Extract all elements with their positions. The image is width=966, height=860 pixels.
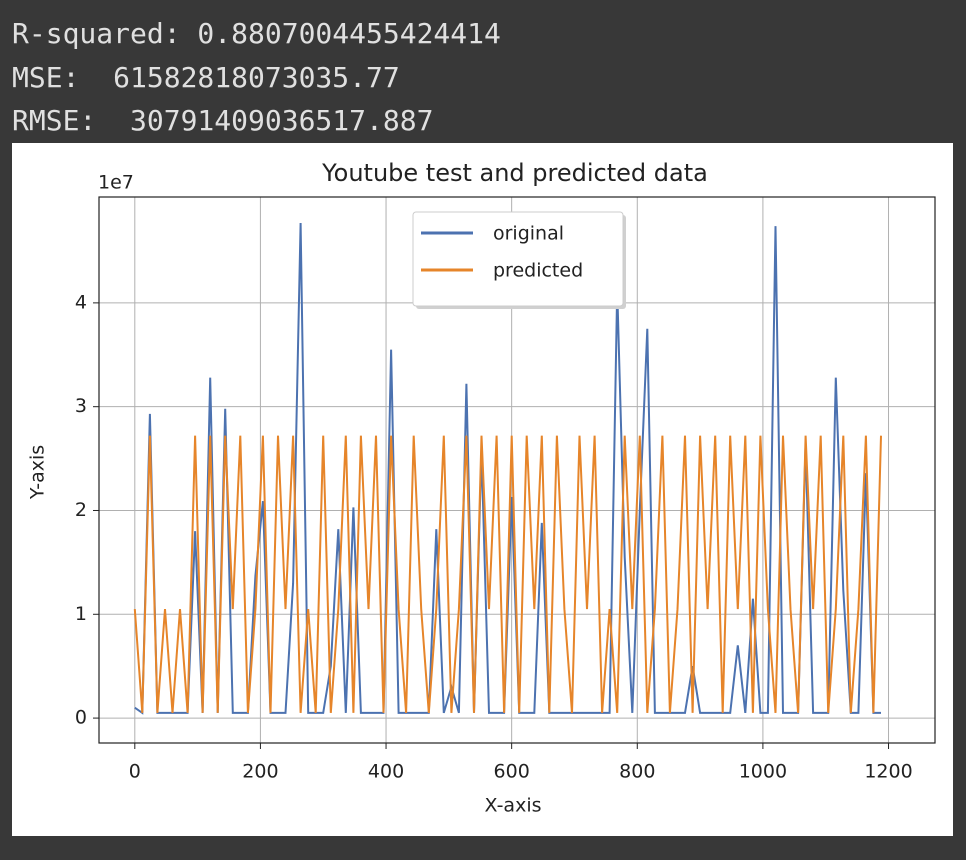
y-tick-label: 0 bbox=[75, 707, 87, 729]
x-tick-label: 200 bbox=[242, 761, 278, 783]
x-tick-label: 0 bbox=[129, 761, 141, 783]
output-line: MSE: 61582818073035.77 bbox=[12, 60, 400, 94]
output-line: RMSE: 30791409036517.887 bbox=[12, 104, 434, 137]
x-tick-label: 1000 bbox=[739, 761, 787, 783]
x-tick-label: 800 bbox=[619, 761, 655, 783]
x-axis-label: X-axis bbox=[485, 795, 542, 817]
y-tick-label: 4 bbox=[75, 291, 87, 313]
y-axis-label: Y-axis bbox=[27, 445, 49, 500]
x-tick-label: 600 bbox=[494, 761, 530, 783]
legend-label: predicted bbox=[493, 260, 583, 282]
y-tick-label: 3 bbox=[75, 395, 87, 417]
chart-title: Youtube test and predicted data bbox=[321, 159, 708, 187]
y-offset-label: 1e7 bbox=[98, 172, 134, 194]
chart: Youtube test and predicted data X-axis Y… bbox=[12, 143, 953, 836]
legend-label: original bbox=[493, 223, 564, 245]
cell-output: R-squared: 0.8807004455424414 MSE: 61582… bbox=[12, 12, 501, 143]
x-tick-label: 400 bbox=[368, 761, 404, 783]
axes-frame bbox=[98, 196, 936, 744]
x-tick-label: 1200 bbox=[864, 761, 912, 783]
line bbox=[133, 435, 882, 713]
output-line: R-squared: 0.8807004455424414 bbox=[12, 17, 501, 50]
y-tick-label: 2 bbox=[75, 499, 87, 521]
legend-box bbox=[412, 211, 624, 307]
y-tick-label: 1 bbox=[75, 603, 87, 625]
